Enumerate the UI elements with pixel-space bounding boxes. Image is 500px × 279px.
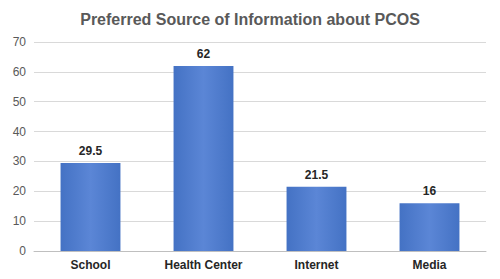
svg-text:Media: Media — [412, 258, 446, 272]
svg-text:30: 30 — [13, 154, 27, 168]
svg-text:70: 70 — [13, 35, 27, 49]
svg-text:29.5: 29.5 — [79, 144, 103, 158]
svg-text:Health Center: Health Center — [164, 258, 242, 272]
svg-text:40: 40 — [13, 125, 27, 139]
svg-text:20: 20 — [13, 184, 27, 198]
svg-text:Preferred Source of Informatio: Preferred Source of Information about PC… — [80, 11, 420, 28]
svg-text:50: 50 — [13, 95, 27, 109]
svg-text:16: 16 — [423, 184, 437, 198]
svg-text:School: School — [70, 258, 110, 272]
svg-text:62: 62 — [197, 47, 211, 61]
svg-text:Internet: Internet — [294, 258, 338, 272]
svg-text:10: 10 — [13, 214, 27, 228]
svg-text:60: 60 — [13, 65, 27, 79]
svg-text:0: 0 — [19, 244, 26, 258]
svg-text:21.5: 21.5 — [305, 168, 329, 182]
